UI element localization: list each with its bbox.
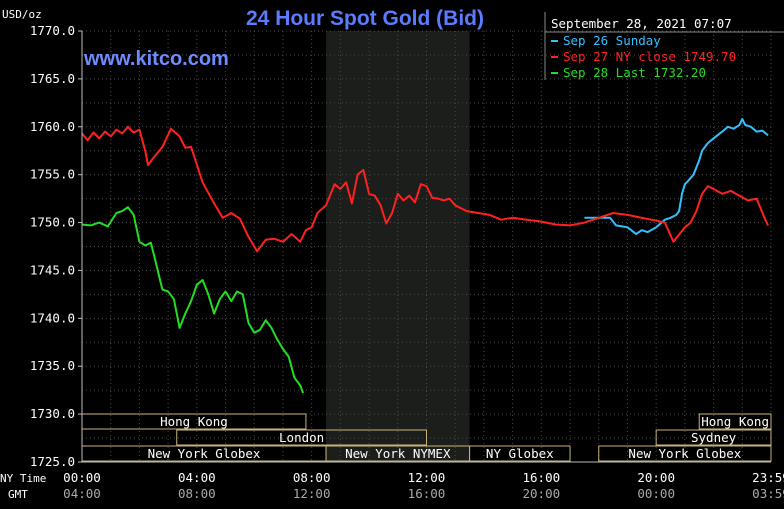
x-tick-label-gmt: 04:00 bbox=[63, 486, 101, 501]
legend-timestamp: September 28, 2021 07:07 bbox=[551, 16, 732, 31]
x-tick-label-ny: 20:00 bbox=[637, 470, 675, 485]
y-tick-label: 1725.0 bbox=[30, 454, 75, 469]
series-line-3 bbox=[81, 206, 305, 394]
y-tick-label: 1755.0 bbox=[30, 167, 75, 182]
x-tick-label-ny: 16:00 bbox=[523, 470, 561, 485]
x-tick-label-gmt: 20:00 bbox=[523, 486, 561, 501]
market-session-label: London bbox=[279, 430, 324, 445]
x-tick-label-gmt: 12:00 bbox=[293, 486, 331, 501]
market-session-label: New York Globex bbox=[628, 446, 741, 461]
x-tick-label-gmt: 03:59 bbox=[752, 486, 784, 501]
y-tick-label: 1770.0 bbox=[30, 23, 75, 38]
market-session-box bbox=[176, 429, 427, 446]
x-tick-label-ny: 00:00 bbox=[63, 470, 101, 485]
x-tick-label-gmt: 16:00 bbox=[408, 486, 446, 501]
market-session-box bbox=[469, 445, 571, 462]
x-tick-label-ny: 04:00 bbox=[178, 470, 216, 485]
market-session-label: Hong Kong bbox=[701, 414, 769, 429]
market-session-box bbox=[698, 413, 772, 430]
y-tick-label: 1745.0 bbox=[30, 262, 75, 277]
legend-entry-sep-26: Sep 26 Sunday bbox=[563, 33, 661, 48]
series-line-1 bbox=[584, 118, 769, 235]
y-tick-label: 1730.0 bbox=[30, 406, 75, 421]
series-line-2 bbox=[81, 125, 769, 253]
market-session-label: NY Globex bbox=[486, 446, 554, 461]
ny-time-label: NY Time bbox=[0, 472, 46, 485]
x-tick-label-ny: 12:00 bbox=[408, 470, 446, 485]
legend-entry-sep-28: Sep 28 Last 1732.20 bbox=[563, 65, 706, 80]
market-session-box bbox=[598, 445, 772, 462]
market-session-label: New York Globex bbox=[148, 446, 261, 461]
y-tick-label: 1735.0 bbox=[30, 358, 75, 373]
nymex-shaded-region bbox=[326, 31, 470, 462]
legend-entry-sep-27: Sep 27 NY close 1749.70 bbox=[563, 49, 736, 64]
market-session-label: Hong Kong bbox=[160, 414, 228, 429]
chart-title: 24 Hour Spot Gold (Bid) bbox=[246, 7, 484, 30]
y-axis-unit: USD/oz bbox=[2, 8, 42, 21]
y-tick-label: 1750.0 bbox=[30, 215, 75, 230]
y-tick-label: 1760.0 bbox=[30, 119, 75, 134]
legend: September 28, 2021 07:07 Sep 26 Sunday S… bbox=[544, 12, 784, 80]
x-tick-label-ny: 23:59 bbox=[752, 470, 784, 485]
y-tick-label: 1765.0 bbox=[30, 71, 75, 86]
x-tick-label-gmt: 00:00 bbox=[637, 486, 675, 501]
market-session-label: New York NYMEX bbox=[345, 446, 451, 461]
x-tick-label-gmt: 08:00 bbox=[178, 486, 216, 501]
market-session-label: Sydney bbox=[691, 430, 737, 445]
watermark-url: www.kitco.com bbox=[83, 48, 229, 70]
gmt-label: GMT bbox=[8, 488, 28, 501]
x-tick-label-ny: 08:00 bbox=[293, 470, 331, 485]
market-session-box bbox=[655, 429, 772, 446]
y-tick-label: 1740.0 bbox=[30, 310, 75, 325]
